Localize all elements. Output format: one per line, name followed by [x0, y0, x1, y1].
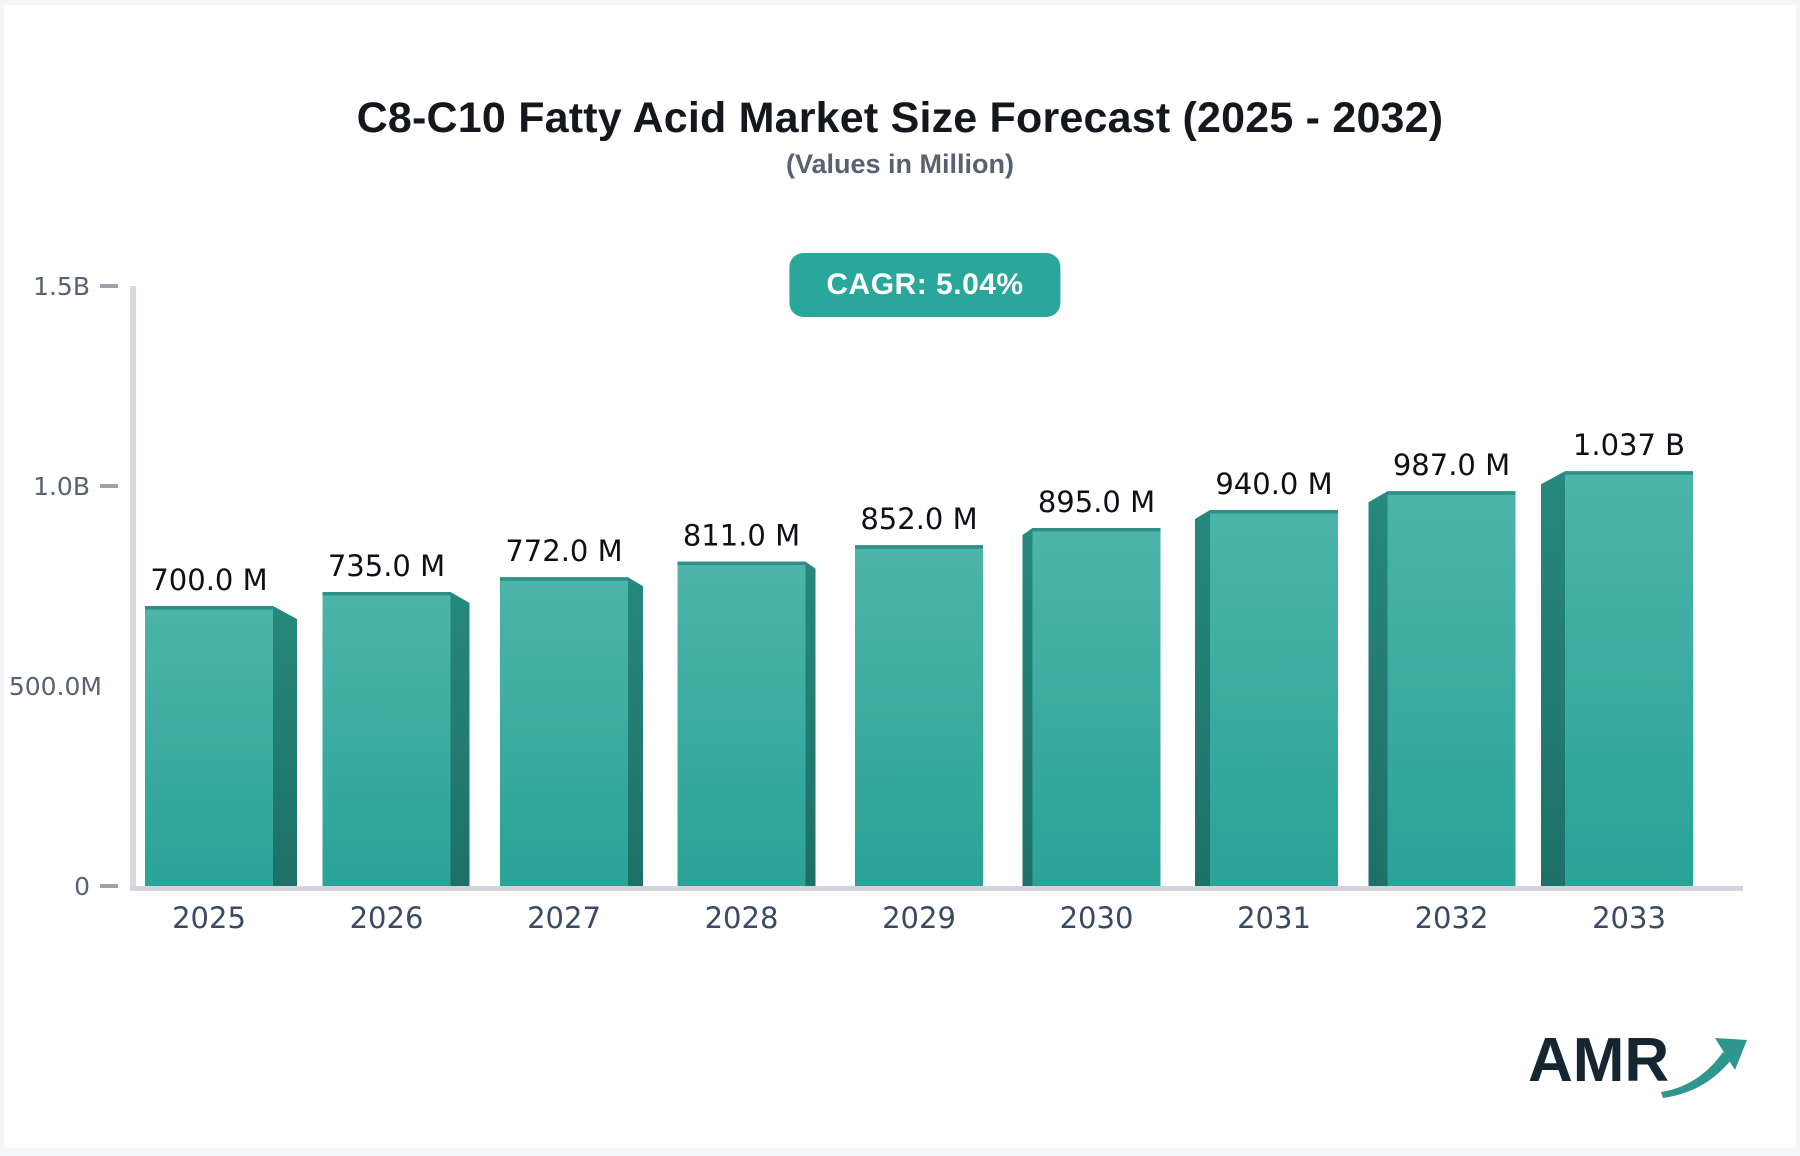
y-tick-mark — [100, 484, 118, 488]
bar-top-edge — [1565, 471, 1693, 475]
x-axis-label-2028: 2028 — [705, 901, 779, 935]
bar-2025 — [145, 606, 273, 886]
bar-value-label: 852.0 M — [860, 502, 977, 536]
bar-value-label: 895.0 M — [1038, 485, 1155, 519]
chart-subtitle: (Values in Million) — [785, 149, 1015, 179]
y-tick-label: 500.0M — [9, 672, 102, 701]
bar-value-label: 1.037 B — [1573, 428, 1685, 462]
amr-logo-text: AMR — [1528, 1026, 1670, 1095]
bar-value-label: 940.0 M — [1215, 467, 1332, 501]
bar-top-edge — [855, 545, 983, 549]
y-tick-label: 0 — [74, 872, 90, 901]
x-axis-line — [130, 886, 1743, 891]
x-axis-label-2030: 2030 — [1060, 901, 1134, 935]
bar-top-edge — [677, 561, 806, 566]
y-tick-mark — [100, 884, 118, 888]
x-axis-label-2027: 2027 — [527, 901, 601, 935]
x-axis-label-2032: 2032 — [1415, 901, 1489, 935]
bar-2026 — [322, 592, 451, 886]
y-tick-label: 1.5B — [33, 272, 90, 301]
bar-top-edge — [1032, 528, 1161, 532]
chart-title: C8-C10 Fatty Acid Market Size Forecast (… — [356, 94, 1444, 142]
bar-2031 — [1210, 510, 1338, 886]
y-axis-line — [130, 286, 136, 891]
bar-top-edge — [1387, 491, 1516, 495]
bar-2030 — [1032, 528, 1161, 886]
bar-side-2030 — [1022, 528, 1033, 886]
x-axis-label-2033: 2033 — [1592, 901, 1666, 935]
bar-2027 — [500, 577, 628, 886]
bar-top-edge — [322, 592, 451, 596]
growth-arrow-icon — [1661, 1038, 1748, 1098]
x-axis-label-2029: 2029 — [882, 901, 956, 935]
bar-2028 — [677, 561, 806, 886]
y-tick-mark — [100, 284, 118, 288]
x-axis-label-2031: 2031 — [1237, 901, 1311, 935]
bar-top-edge — [145, 606, 273, 610]
bar-value-label: 987.0 M — [1393, 448, 1510, 482]
bar-side-2031 — [1195, 510, 1210, 886]
bar-side-2033 — [1541, 471, 1565, 886]
amr-logo: AMR — [1528, 1028, 1751, 1100]
bar-top-edge — [1210, 510, 1338, 514]
x-axis-label-2025: 2025 — [172, 901, 246, 935]
bar-value-label: 735.0 M — [328, 549, 445, 583]
bar-side-2025 — [273, 606, 297, 886]
bar-2033 — [1565, 471, 1693, 886]
bar-side-2032 — [1368, 491, 1388, 886]
bar-top-edge — [500, 577, 628, 581]
bar-value-label: 772.0 M — [505, 534, 622, 568]
bar-value-label: 700.0 M — [150, 563, 267, 597]
bar-2029 — [855, 545, 983, 886]
cagr-badge: CAGR: 5.04% — [789, 253, 1061, 317]
bar-value-label: 811.0 M — [683, 519, 800, 553]
bar-side-2026 — [450, 592, 470, 886]
bar-side-2027 — [628, 577, 643, 886]
y-tick-label: 1.0B — [33, 472, 90, 501]
bar-2032 — [1387, 491, 1516, 886]
bar-side-2028 — [805, 561, 816, 886]
x-axis-label-2026: 2026 — [350, 901, 424, 935]
